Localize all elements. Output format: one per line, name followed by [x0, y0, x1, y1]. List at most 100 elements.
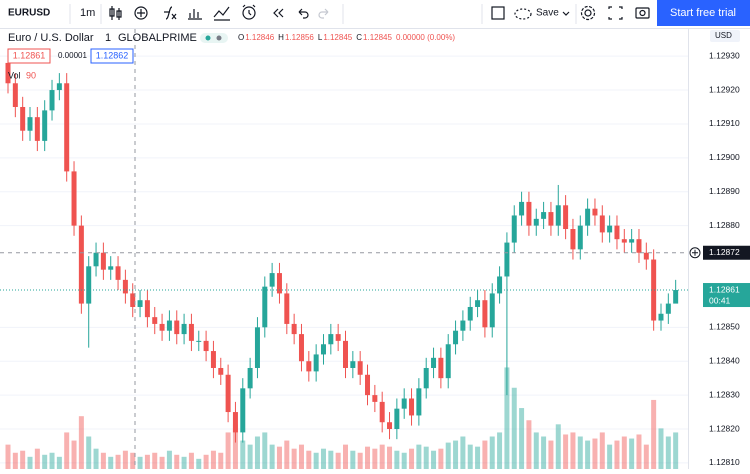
volume-bar — [409, 448, 415, 469]
candle-body — [387, 422, 393, 430]
candle-body — [130, 293, 136, 307]
bid: 1.12861 — [13, 50, 46, 60]
volume-bar — [328, 450, 334, 469]
volume-bar — [78, 416, 84, 469]
save-button[interactable]: Save — [536, 8, 559, 19]
volume-bar — [159, 456, 165, 469]
volume-bar — [262, 432, 268, 469]
volume-bar — [93, 448, 99, 469]
volume-bar — [482, 440, 488, 469]
trial-button[interactable] — [657, 0, 750, 26]
bid-box — [7, 48, 51, 64]
trial-label: Start free trial — [670, 7, 736, 19]
candle-body — [614, 225, 620, 240]
volume-bar — [643, 444, 649, 469]
candle-body — [372, 395, 378, 402]
candle-body — [144, 300, 150, 318]
currency: USD — [715, 31, 732, 40]
candle-body — [453, 330, 459, 345]
y-tick-label: 1.12850 — [709, 322, 740, 332]
volume-bar — [497, 432, 503, 469]
last-price-label: 1.12861 — [709, 284, 740, 294]
status-dot — [216, 35, 222, 41]
volume-bar — [144, 454, 150, 469]
volume-bar — [100, 452, 106, 469]
candle-body — [100, 252, 106, 270]
volume-bar — [636, 434, 642, 469]
candle-body — [548, 212, 554, 226]
status-pill — [200, 33, 228, 43]
crosshair-label: 1.12872 — [709, 247, 740, 257]
legend: Euro / U.S. Dollar 1 GLOBALPRIME 1.12861… — [7, 32, 455, 80]
candle-body — [607, 225, 613, 233]
exchange: GLOBALPRIME — [118, 32, 197, 44]
ohlc-value: 1.12845 — [363, 33, 392, 42]
candle-body — [335, 334, 341, 341]
toolbar-icons[interactable] — [109, 4, 650, 21]
volume-bar — [423, 446, 429, 469]
candle-body — [306, 361, 312, 372]
symbol[interactable]: EURUSD — [8, 8, 50, 19]
volume-bar — [291, 448, 297, 469]
candle-body — [159, 323, 165, 331]
candle-body — [122, 279, 128, 294]
volume-bar — [460, 436, 466, 469]
candle-body — [526, 201, 532, 226]
volume-bar — [152, 452, 158, 469]
volume-bar — [203, 454, 209, 469]
candle-body — [49, 90, 55, 111]
candle-body — [64, 83, 70, 172]
volume-bar — [20, 450, 26, 469]
volume-bar — [166, 450, 172, 469]
y-tick-label: 1.12900 — [709, 152, 740, 162]
volume-bar — [431, 450, 437, 469]
volume-bar — [548, 440, 554, 469]
candle-body — [599, 215, 605, 233]
ask-box — [90, 48, 134, 64]
candle-body — [218, 367, 224, 375]
candle-body — [225, 374, 231, 413]
candle-body — [643, 252, 649, 260]
volume-bar — [357, 452, 363, 469]
volume-bar — [71, 440, 77, 469]
volume-bar — [269, 444, 275, 469]
y-tick-label: 1.12910 — [709, 118, 740, 128]
candle-body — [475, 300, 481, 307]
candle-body — [658, 313, 664, 321]
volume-bar — [115, 454, 121, 469]
volume-bar — [137, 456, 143, 469]
volume-bar — [365, 446, 371, 469]
candle-body — [247, 367, 253, 389]
candle-body — [431, 357, 437, 368]
candle-body — [409, 398, 415, 416]
ask: 1.12862 — [96, 50, 129, 60]
candle-body — [313, 354, 319, 372]
y-tick-label: 1.12840 — [709, 355, 740, 365]
y-tick-label: 1.12820 — [709, 423, 740, 433]
candle-body — [673, 290, 679, 304]
y-tick-label: 1.12920 — [709, 84, 740, 94]
candle-body — [174, 320, 180, 335]
volume-bar — [541, 436, 547, 469]
volume-bar — [629, 438, 635, 469]
volume-bar — [240, 440, 246, 469]
interval-button[interactable]: 1m — [80, 7, 95, 19]
volume-bar — [599, 432, 605, 469]
volume-bar — [210, 450, 216, 469]
add-icon — [692, 249, 698, 256]
candle-body — [298, 334, 304, 362]
currency-button[interactable] — [710, 30, 740, 42]
plot — [0, 29, 688, 469]
ohlc-value: 1.12845 — [323, 33, 352, 42]
candle-body — [93, 252, 99, 267]
y-tick-label: 1.12830 — [709, 389, 740, 399]
candle-body — [350, 361, 356, 368]
volume-bar — [585, 440, 591, 469]
candle-body — [467, 306, 473, 321]
ohlc-key: O — [238, 33, 244, 42]
volume-bar — [475, 446, 481, 469]
ohlc-key: H — [278, 33, 284, 42]
candle-body — [254, 327, 260, 368]
volume-bar — [401, 452, 407, 469]
volume-bar — [607, 444, 613, 469]
